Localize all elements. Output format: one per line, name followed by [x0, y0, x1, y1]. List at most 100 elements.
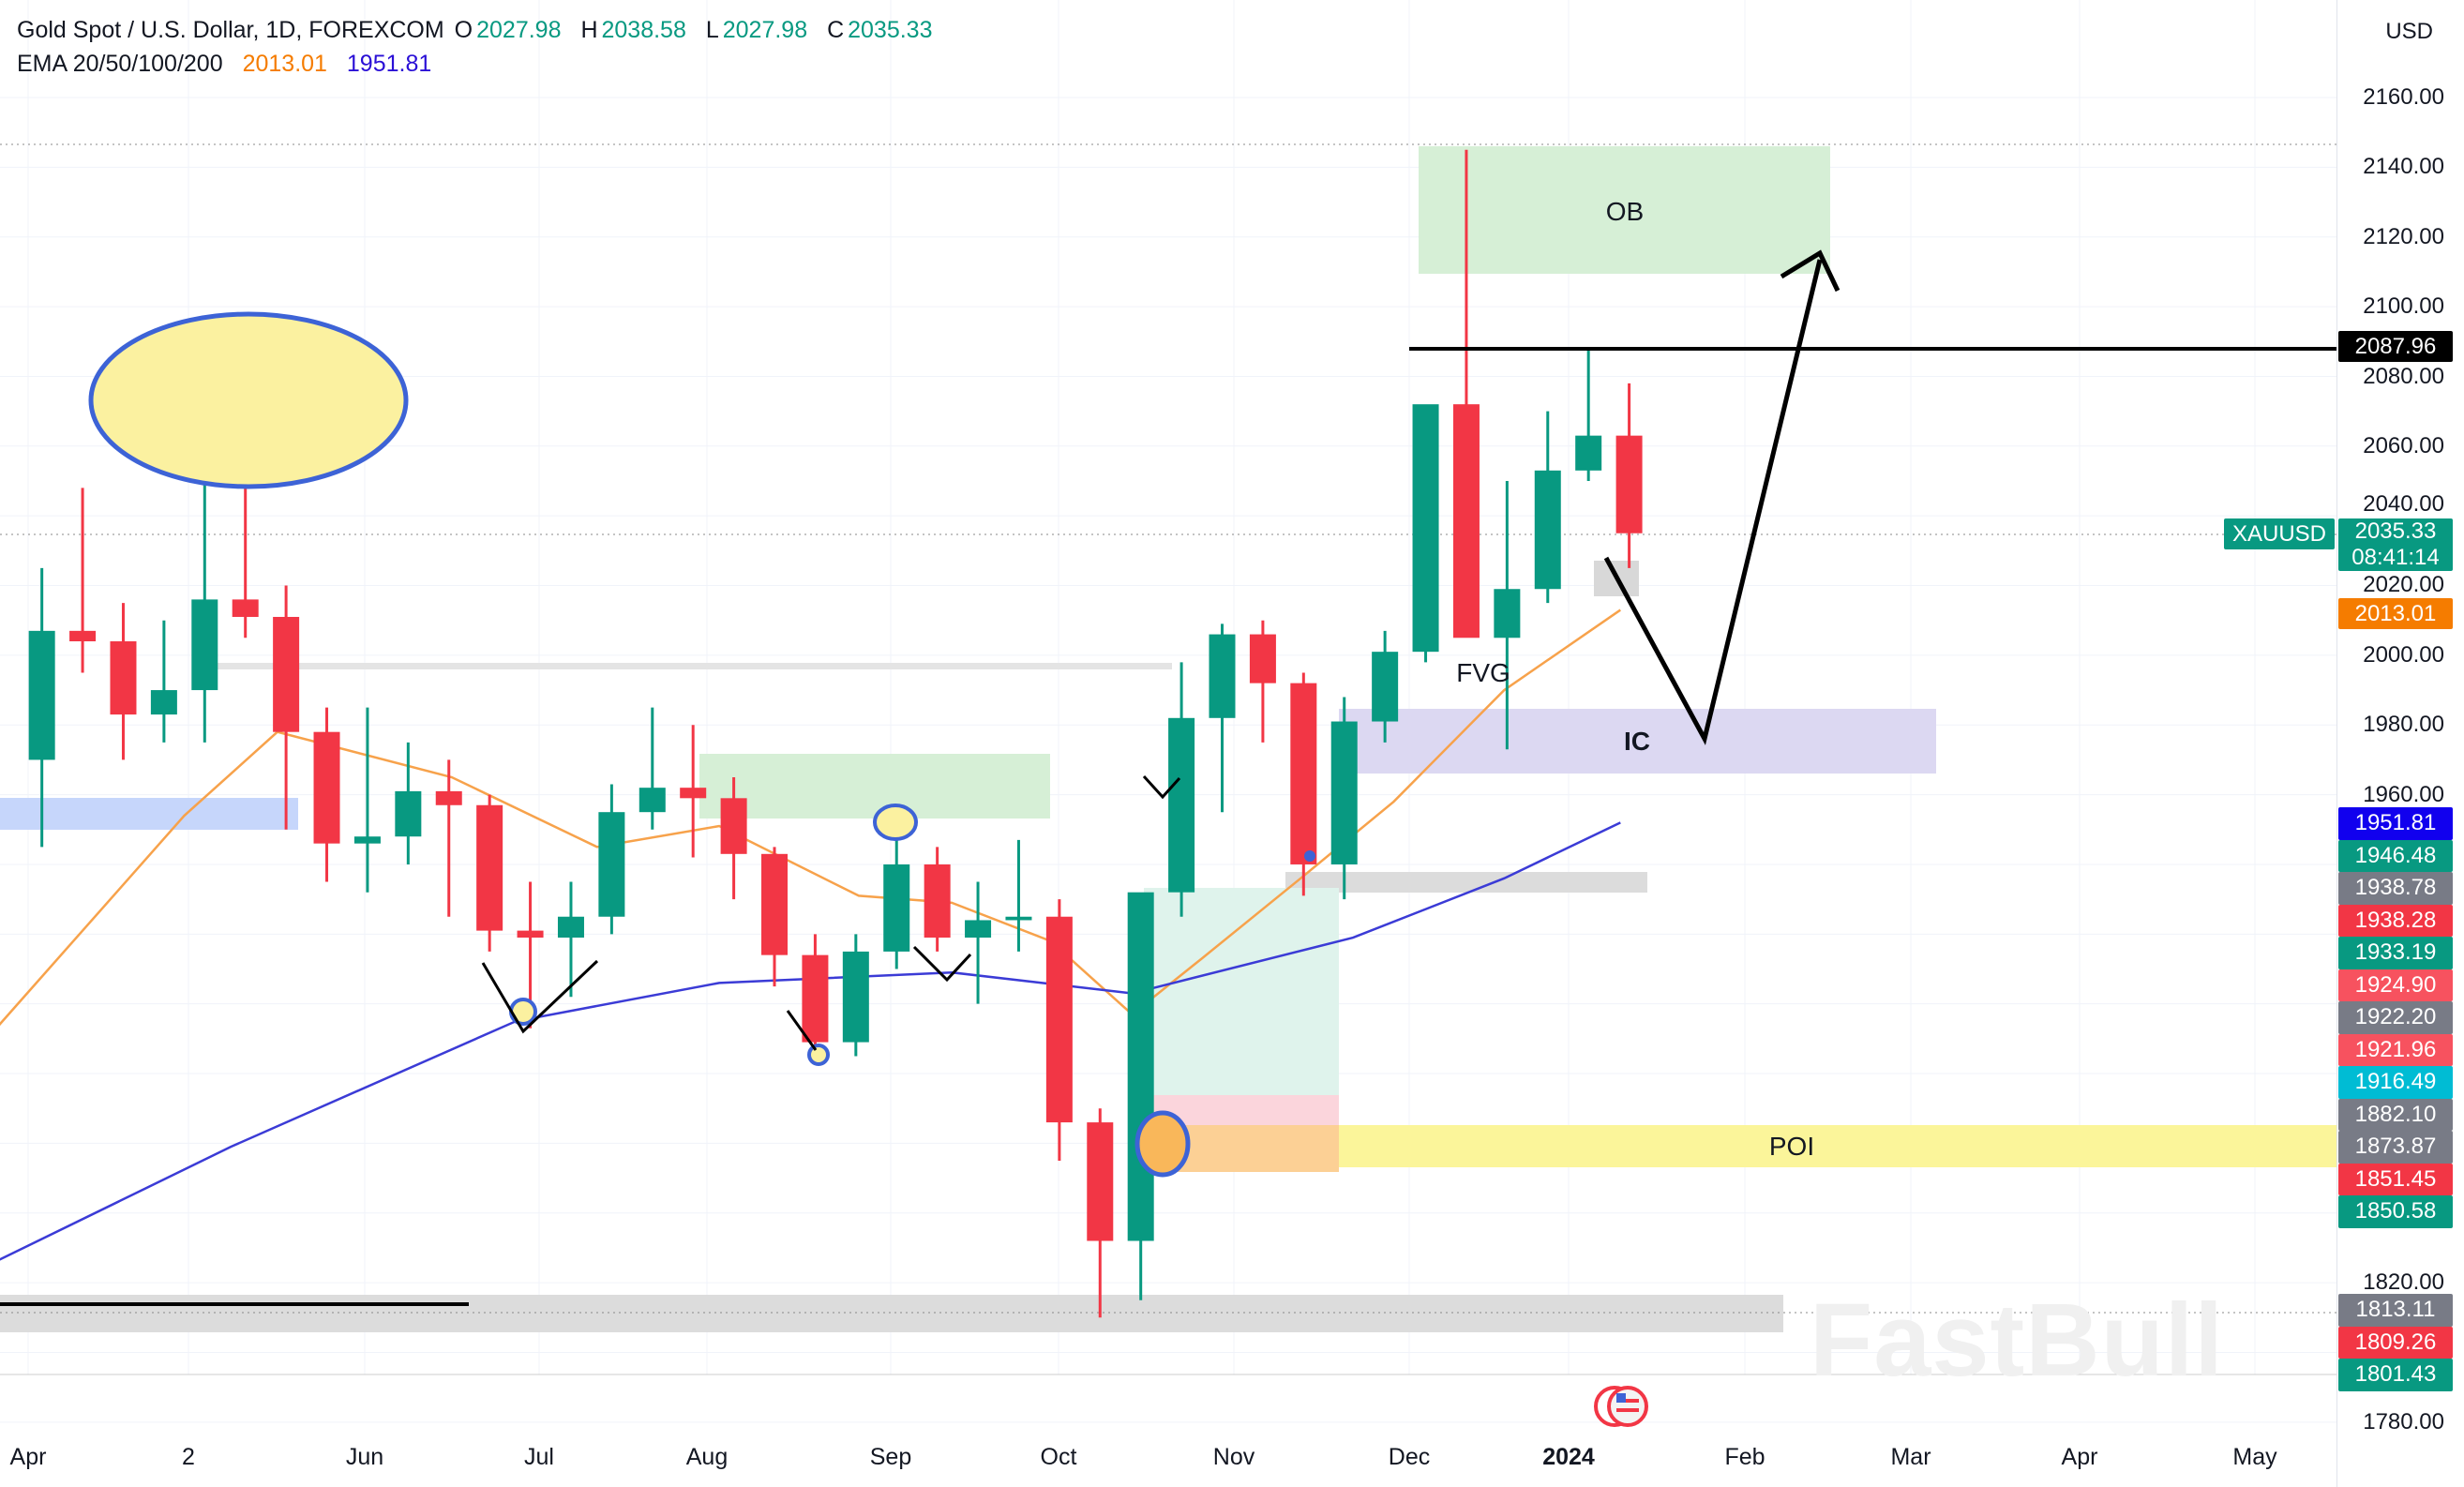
time-tick: Nov [1212, 1444, 1255, 1470]
poi-zone[interactable] [1339, 1125, 2336, 1167]
price-axis[interactable]: USD 2160.00 2140.00 2120.00 2100.00 2080.00 2… [2336, 0, 2464, 1487]
circle-marker-sep[interactable] [873, 804, 918, 841]
bar-countdown: 08:41:14 [2351, 545, 2440, 570]
time-tick: Mar [1890, 1444, 1931, 1470]
price-label: 1951.81 [2338, 807, 2453, 840]
ob-label: OB [1605, 197, 1645, 226]
fvg-label: FVG [1456, 658, 1510, 687]
symbol-title[interactable]: Gold Spot / U.S. Dollar, 1D, FOREXCOM [17, 17, 444, 43]
candle-body [761, 853, 789, 955]
dot-marker-nov[interactable] [1304, 850, 1315, 862]
ob-zone[interactable] [1419, 146, 1830, 274]
drawings [0, 146, 2336, 1332]
circle-marker-aug[interactable] [807, 1044, 830, 1066]
price-tick: 2140.00 [2363, 154, 2444, 180]
ic-zone[interactable] [1339, 709, 1936, 774]
candle-body [232, 599, 259, 617]
low-label: L [705, 17, 719, 43]
time-tick: Apr [2061, 1444, 2098, 1470]
price-tick: 2040.00 [2363, 491, 2444, 518]
candle-body [639, 788, 666, 813]
long-target-zone[interactable] [1144, 888, 1339, 1095]
candle-body [1087, 1122, 1114, 1241]
price-label-stack: 1951.81 1946.48 1938.78 1938.28 1933.19 1924.… [2338, 807, 2453, 1228]
time-tick: Sep [869, 1444, 912, 1470]
candle-body [1452, 404, 1480, 638]
candle-body [557, 916, 584, 939]
price-label: 1882.10 [2338, 1098, 2453, 1131]
projection-arrow[interactable] [1603, 259, 1823, 745]
ema-title[interactable]: EMA 20/50/100/200 [17, 51, 223, 77]
candle-body [1209, 634, 1236, 718]
price-label: 1938.28 [2338, 904, 2453, 937]
close-value: 2035.33 [848, 17, 933, 43]
candle-body [1534, 470, 1561, 590]
candle-body [720, 798, 747, 854]
candle-body [69, 630, 97, 642]
candle-body [598, 812, 625, 917]
light-blue-zone[interactable] [0, 798, 298, 830]
price-tick: 2100.00 [2363, 293, 2444, 320]
price-chart[interactable] [0, 0, 2336, 1487]
high-label: H [580, 17, 598, 43]
us-flag-icon[interactable] [1594, 1386, 1648, 1427]
open-value: 2027.98 [476, 17, 562, 43]
candle-body [110, 641, 137, 715]
arrow-head[interactable] [1780, 249, 1840, 293]
price-tick: 1980.00 [2363, 712, 2444, 738]
green-zone-aug[interactable] [699, 754, 1050, 819]
price-tick: 1780.00 [2363, 1408, 2444, 1434]
price-label: 1938.78 [2338, 872, 2453, 905]
price-tick: 1820.00 [2363, 1269, 2444, 1296]
last-price: 2035.33 [2354, 518, 2437, 544]
candle-body [1575, 435, 1602, 471]
candle-body [1615, 435, 1643, 533]
last-price-label: 2035.33 08:41:14 [2338, 518, 2453, 571]
currency-label[interactable]: USD [2385, 19, 2433, 44]
time-tick: 2024 [1542, 1444, 1595, 1470]
candle-body [1412, 404, 1439, 653]
price-label: 1851.45 [2338, 1163, 2453, 1195]
v-mark-oct[interactable] [1142, 774, 1181, 800]
yellow-ellipse[interactable] [88, 311, 409, 489]
candle-body [924, 864, 951, 939]
candle-body [1330, 721, 1358, 864]
time-tick: Feb [1724, 1444, 1765, 1470]
time-tick: May [2232, 1444, 2277, 1470]
low-value: 2027.98 [722, 17, 808, 43]
price-label: 1946.48 [2338, 839, 2453, 872]
ic-label: IC [1624, 727, 1650, 756]
candle-body [842, 951, 869, 1043]
candle-body [28, 630, 55, 760]
candle-body [1372, 652, 1399, 722]
candle-body [1494, 589, 1521, 638]
v-mark-aug[interactable] [786, 1010, 818, 1051]
high-value: 2038.58 [601, 17, 686, 43]
candle-body [883, 864, 910, 952]
symbol-badge: XAUUSD [2224, 518, 2335, 549]
v-mark-jun[interactable] [481, 959, 599, 1034]
time-tick: 2 [182, 1444, 195, 1470]
time-tick: Dec [1388, 1444, 1431, 1470]
ema-legend: EMA 20/50/100/200 2013.01 1951.81 [17, 51, 435, 78]
gray-zone-bottom[interactable] [0, 1295, 1783, 1332]
gray-line-zone[interactable] [197, 663, 1172, 669]
time-tick: Jul [524, 1444, 554, 1470]
candle-body [313, 731, 340, 844]
candle-body [191, 599, 218, 691]
price-label: 1922.20 [2338, 1001, 2453, 1034]
price-tick: 2080.00 [2363, 364, 2444, 390]
price-label-stack-bottom: 1813.11 1809.26 1801.43 [2338, 1294, 2453, 1391]
candle-body [965, 920, 992, 939]
v-mark-sep[interactable] [912, 945, 972, 983]
price-tick: 2020.00 [2363, 571, 2444, 597]
candle-body [273, 616, 300, 732]
circle-marker-jun[interactable] [509, 998, 537, 1026]
ema20-value: 2013.01 [242, 51, 327, 77]
circle-marker-oct[interactable] [1134, 1110, 1191, 1178]
watermark: FastBull [1810, 1283, 2224, 1398]
candle-body [1249, 634, 1276, 683]
gray-zone-nov[interactable] [1285, 872, 1647, 893]
time-tick: Apr [9, 1444, 47, 1470]
